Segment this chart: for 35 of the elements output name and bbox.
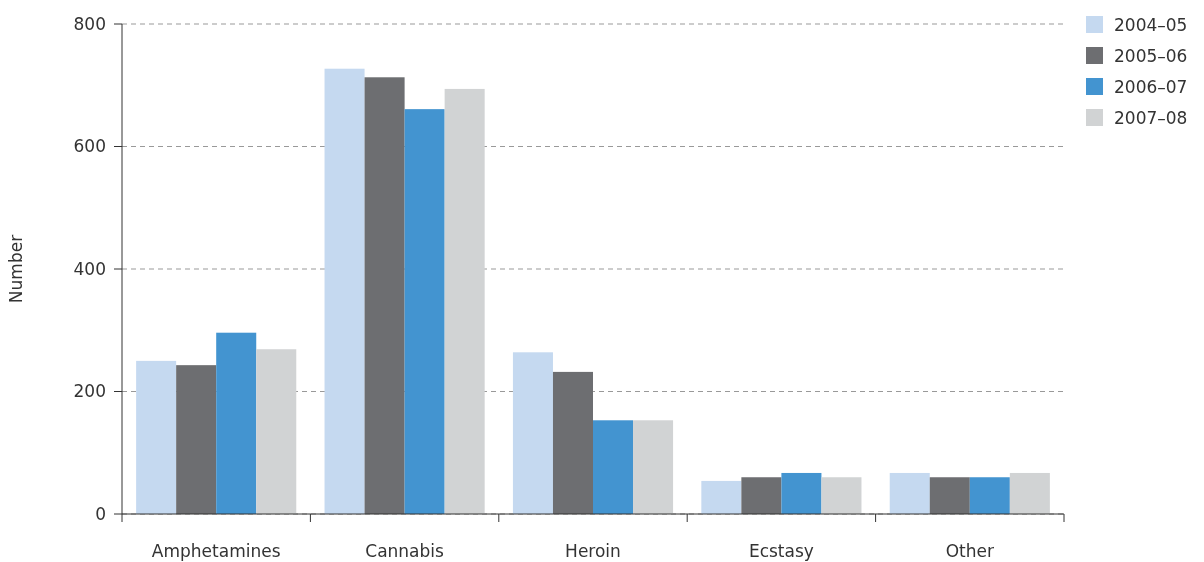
x-tick-label: Heroin xyxy=(565,541,621,561)
x-tick-label: Other xyxy=(945,541,994,561)
bar xyxy=(593,420,634,514)
bar xyxy=(404,109,445,514)
bar xyxy=(1009,472,1050,514)
y-tick-label: 0 xyxy=(95,503,106,524)
y-tick-label: 800 xyxy=(73,13,106,34)
bar xyxy=(969,477,1010,514)
x-tick-label: Ecstasy xyxy=(748,541,814,561)
legend-label: 2005–06 xyxy=(1114,45,1188,66)
bar xyxy=(889,472,930,514)
y-tick-label: 600 xyxy=(73,136,106,157)
bar xyxy=(821,477,862,514)
y-axis-title: Number xyxy=(6,234,26,304)
legend-label: 2007–08 xyxy=(1114,107,1188,128)
y-tick-label: 400 xyxy=(73,258,106,279)
bar xyxy=(444,88,485,514)
bar xyxy=(216,332,257,514)
bar xyxy=(256,349,297,514)
bar xyxy=(324,68,365,514)
bar xyxy=(781,472,822,514)
bar xyxy=(701,480,742,514)
bar xyxy=(633,420,674,514)
bar xyxy=(552,371,593,514)
bar xyxy=(176,365,217,514)
x-tick-label: Amphetamines xyxy=(151,541,281,561)
bar xyxy=(136,360,177,514)
bar xyxy=(512,352,553,514)
bar xyxy=(364,77,405,514)
bar xyxy=(741,477,782,514)
x-tick-label: Cannabis xyxy=(365,541,445,561)
y-tick-label: 200 xyxy=(73,381,106,402)
legend-label: 2006–07 xyxy=(1114,76,1188,97)
bar xyxy=(929,477,970,514)
legend-label: 2004–05 xyxy=(1114,14,1188,35)
